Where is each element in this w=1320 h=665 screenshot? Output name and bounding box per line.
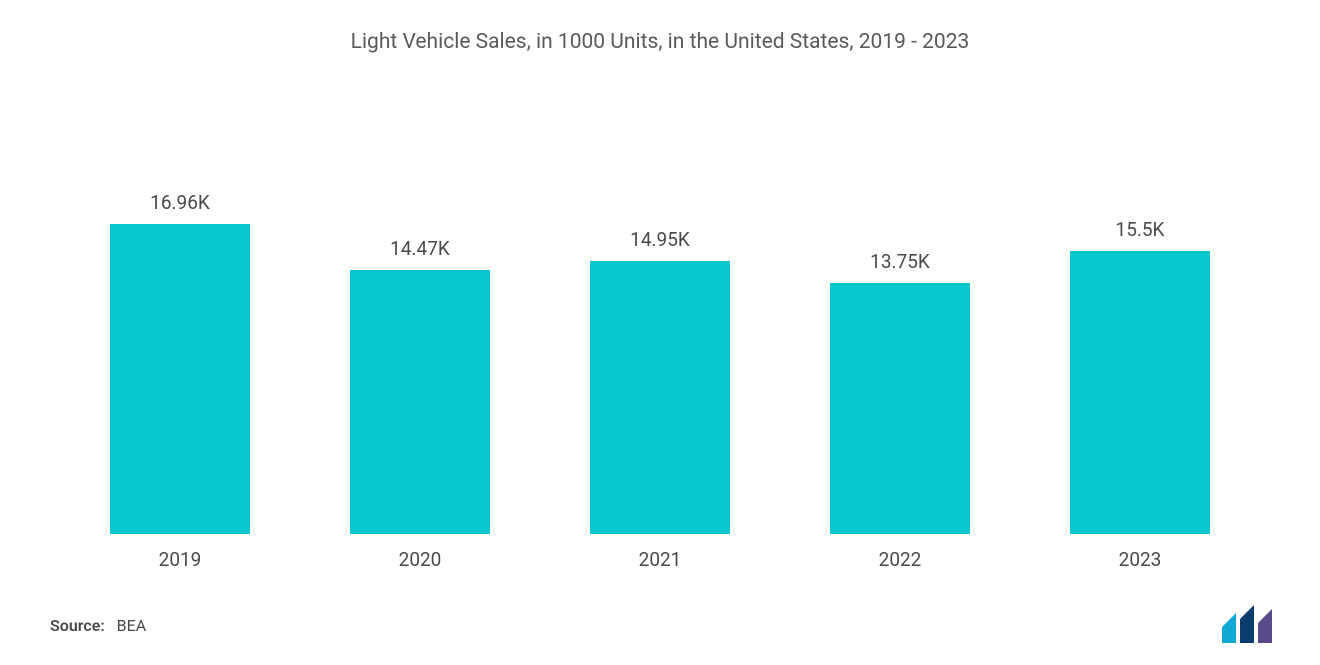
source-label: Source: [50, 616, 105, 635]
bar-3 [830, 283, 970, 534]
chart-container: Light Vehicle Sales, in 1000 Units, in t… [0, 0, 1320, 665]
x-axis-label: 2022 [810, 548, 990, 571]
source-text: BEA [117, 616, 147, 635]
brand-logo-icon [1220, 605, 1280, 645]
x-axis-label: 2021 [570, 548, 750, 571]
bar-1 [350, 270, 490, 534]
logo-bar-1 [1222, 613, 1236, 643]
x-axis-label: 2020 [330, 548, 510, 571]
x-axis-label: 2019 [90, 548, 270, 571]
plot-area: 16.96K 14.47K 14.95K 13.75K 15.5K [50, 104, 1270, 534]
chart-title: Light Vehicle Sales, in 1000 Units, in t… [50, 30, 1270, 54]
bar-group-4: 15.5K [1050, 218, 1230, 534]
logo-bar-2 [1240, 605, 1254, 643]
x-axis-label: 2023 [1050, 548, 1230, 571]
bar-group-3: 13.75K [810, 250, 990, 534]
bar-2 [590, 261, 730, 534]
bar-value-label: 14.95K [630, 228, 690, 251]
bar-value-label: 16.96K [150, 191, 210, 214]
bar-0 [110, 224, 250, 534]
bar-group-0: 16.96K [90, 191, 270, 534]
bar-group-1: 14.47K [330, 237, 510, 534]
bar-group-2: 14.95K [570, 228, 750, 534]
source-line: Source: BEA [50, 616, 146, 635]
bar-value-label: 13.75K [870, 250, 930, 273]
logo-bar-3 [1258, 609, 1272, 643]
x-axis: 2019 2020 2021 2022 2023 [50, 548, 1270, 571]
bar-value-label: 14.47K [390, 237, 450, 260]
bar-value-label: 15.5K [1116, 218, 1165, 241]
bar-4 [1070, 251, 1210, 534]
